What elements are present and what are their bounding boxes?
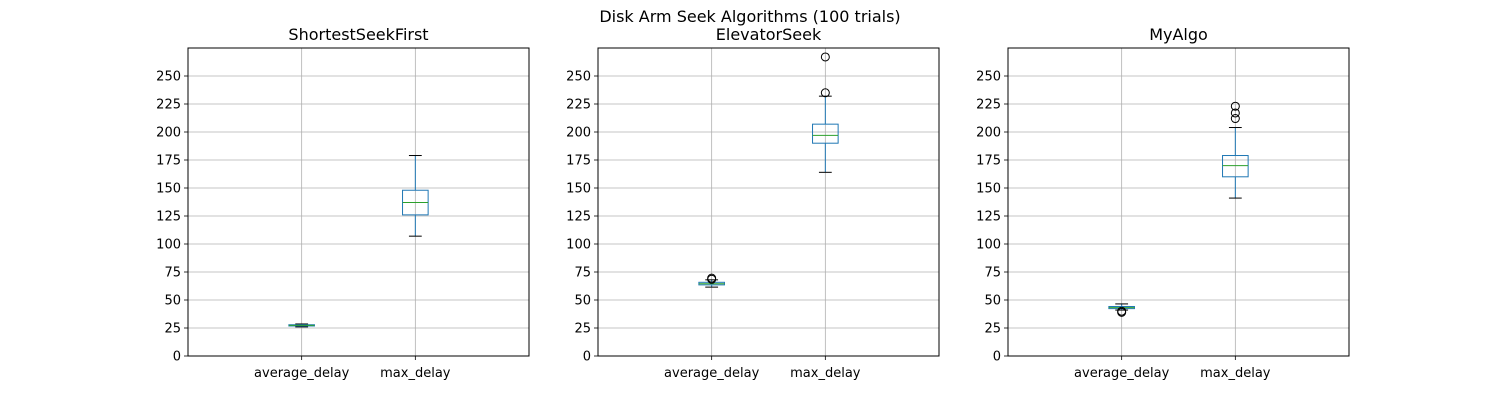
x-tick-label: average_delay xyxy=(254,366,350,381)
flier-point xyxy=(820,88,830,98)
subplot-shortestseekfirst: ShortestSeekFirst 0 25 50 75 100 125 150 175 200 2… xyxy=(156,25,530,381)
y-tick-label: 125 xyxy=(156,210,181,225)
y-tick-label: 100 xyxy=(566,238,591,253)
y-tick-label: 100 xyxy=(156,238,181,253)
y-tick-label: 225 xyxy=(976,98,1001,113)
x-tick-label: max_delay xyxy=(790,366,861,381)
y-tick-label: 200 xyxy=(156,126,181,141)
x-tick-label: average_delay xyxy=(1074,366,1170,381)
y-tick-label: 250 xyxy=(566,70,591,85)
y-tick-label: 250 xyxy=(976,70,1001,85)
y-tick-label: 100 xyxy=(976,238,1001,253)
subplot-title: ElevatorSeek xyxy=(716,25,822,44)
y-tick-label: 175 xyxy=(156,154,181,169)
box-max-delay xyxy=(1222,101,1249,199)
subplot-title: ShortestSeekFirst xyxy=(288,25,428,44)
subplot-elevatorseek: ElevatorSeek 0 25 50 75 100 125 150 175 200 225 250… xyxy=(566,25,940,381)
y-tick-label: 50 xyxy=(984,294,1001,309)
subplot-myalgo: MyAlgo 0 25 50 75 100 125 150 175 200 225 250 averag… xyxy=(976,25,1350,381)
box-average-delay xyxy=(1108,303,1135,317)
y-tick-label: 125 xyxy=(566,210,591,225)
y-tick-label: 75 xyxy=(574,266,591,281)
y-tick-label: 225 xyxy=(566,98,591,113)
axes-frame xyxy=(1007,47,1350,357)
flier-point xyxy=(1117,306,1127,316)
y-tick-label: 175 xyxy=(976,154,1001,169)
box-average-delay xyxy=(288,323,315,328)
y-tick-label: 200 xyxy=(976,126,1001,141)
y-tick-label: 225 xyxy=(156,98,181,113)
y-tick-label: 150 xyxy=(156,182,181,197)
subplots: ShortestSeekFirst 0 25 50 75 100 125 150 175 200 2… xyxy=(156,25,1350,381)
subplot-title: MyAlgo xyxy=(1149,25,1208,44)
box-average-delay xyxy=(698,273,725,288)
y-tick-label: 200 xyxy=(566,126,591,141)
y-tick-label: 75 xyxy=(164,266,181,281)
flier-point xyxy=(1230,108,1240,118)
y-tick-label: 25 xyxy=(984,322,1001,337)
y-tick-label: 175 xyxy=(566,154,591,169)
axes-frame xyxy=(597,47,940,357)
flier-point xyxy=(1230,114,1240,124)
box-iqr xyxy=(812,123,839,144)
y-tick-label: 50 xyxy=(574,294,591,309)
x-tick-label: max_delay xyxy=(1200,366,1271,381)
figure-suptitle: Disk Arm Seek Algorithms (100 trials) xyxy=(599,7,900,26)
flier-point xyxy=(1230,101,1240,111)
y-tick-label: 50 xyxy=(164,294,181,309)
box-max-delay xyxy=(402,155,429,237)
flier-point xyxy=(820,52,830,62)
y-tick-label: 0 xyxy=(173,350,181,365)
y-tick-label: 150 xyxy=(976,182,1001,197)
y-tick-label: 125 xyxy=(976,210,1001,225)
box-max-delay xyxy=(812,52,839,173)
box-iqr xyxy=(1222,155,1249,178)
y-tick-label: 25 xyxy=(574,322,591,337)
x-tick-label: average_delay xyxy=(664,366,760,381)
y-tick-label: 250 xyxy=(156,70,181,85)
x-tick-label: max_delay xyxy=(380,366,451,381)
axes-frame xyxy=(187,47,530,357)
flier-point xyxy=(707,273,717,283)
y-tick-label: 150 xyxy=(566,182,591,197)
y-tick-label: 25 xyxy=(164,322,181,337)
y-tick-label: 75 xyxy=(984,266,1001,281)
y-tick-label: 0 xyxy=(993,350,1001,365)
y-tick-label: 0 xyxy=(583,350,591,365)
